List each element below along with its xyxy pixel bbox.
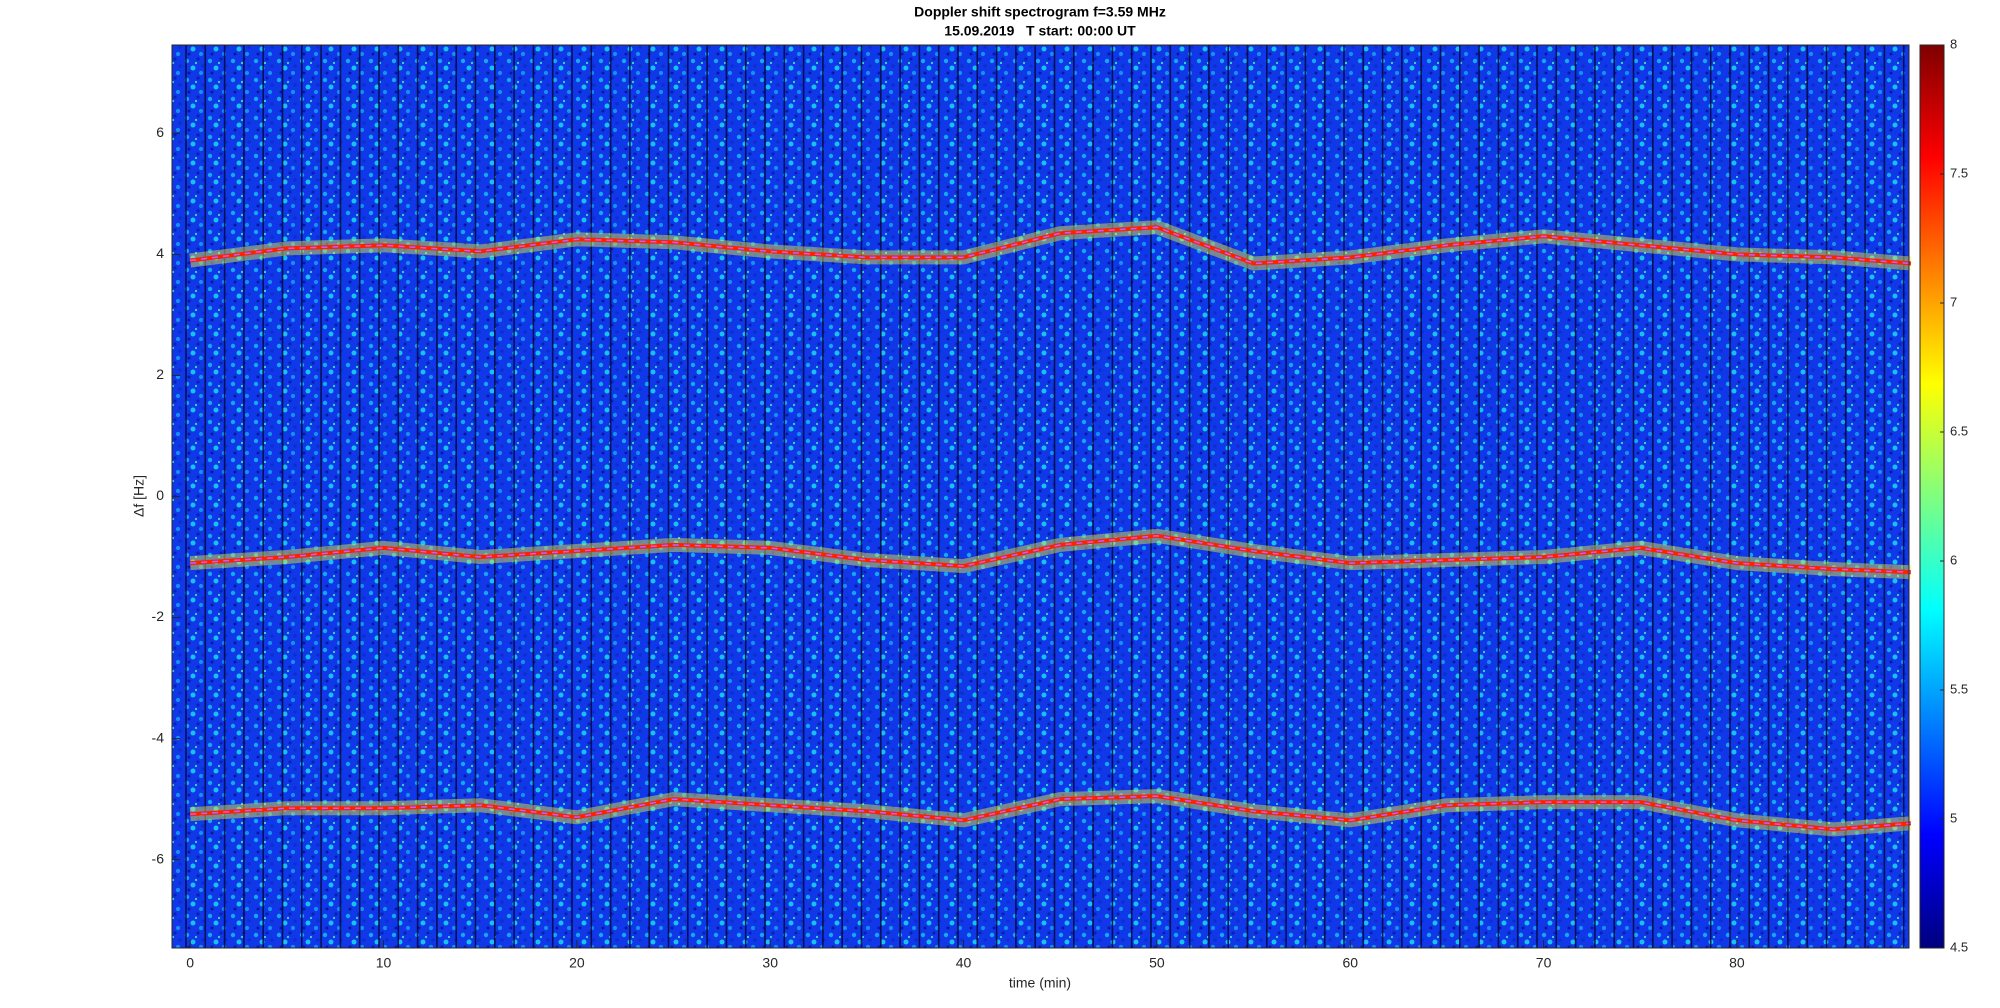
x-tick-label: 30 bbox=[762, 955, 778, 971]
y-tick-label: -6 bbox=[152, 850, 165, 866]
colorbar-tick-label: 4.5 bbox=[1950, 939, 1968, 954]
colorbar-tick-label: 8 bbox=[1950, 36, 1957, 51]
colorbar-tick-label: 5.5 bbox=[1950, 681, 1968, 696]
chart-subtitle: 15.09.2019 T start: 00:00 UT bbox=[944, 23, 1136, 39]
y-tick-label: -2 bbox=[152, 608, 165, 624]
x-tick-label: 50 bbox=[1149, 955, 1165, 971]
colorbar bbox=[1919, 44, 1945, 949]
spectrogram-background bbox=[172, 45, 1909, 948]
y-tick-label: 6 bbox=[156, 124, 164, 140]
x-tick-label: 40 bbox=[956, 955, 972, 971]
y-tick-label: -4 bbox=[152, 729, 165, 745]
colorbar-tick-label: 7 bbox=[1950, 294, 1957, 309]
colorbar-tick-label: 6.5 bbox=[1950, 423, 1968, 438]
colorbar-tick-label: 7.5 bbox=[1950, 165, 1968, 180]
y-tick-label: 2 bbox=[156, 366, 164, 382]
chart-title: Doppler shift spectrogram f=3.59 MHz bbox=[914, 4, 1166, 20]
colorbar-tick-label: 6 bbox=[1950, 552, 1957, 567]
trace-dash bbox=[190, 535, 1911, 573]
x-tick-label: 60 bbox=[1342, 955, 1358, 971]
colorbar-tick-label: 5 bbox=[1950, 810, 1957, 825]
y-tick-label: 0 bbox=[156, 487, 164, 503]
y-tick-label: 4 bbox=[156, 245, 164, 261]
traces bbox=[189, 220, 1912, 837]
x-tick-label: 10 bbox=[376, 955, 392, 971]
frame-gaps bbox=[185, 45, 1905, 948]
y-axis-label: Δf [Hz] bbox=[131, 475, 147, 517]
x-tick-label: 70 bbox=[1536, 955, 1552, 971]
trace-dash bbox=[190, 795, 1911, 831]
x-tick-label: 0 bbox=[186, 955, 194, 971]
trace-dash bbox=[190, 226, 1911, 265]
x-axis-label: time (min) bbox=[1009, 975, 1071, 991]
x-tick-label: 20 bbox=[569, 955, 585, 971]
x-tick-label: 80 bbox=[1729, 955, 1745, 971]
